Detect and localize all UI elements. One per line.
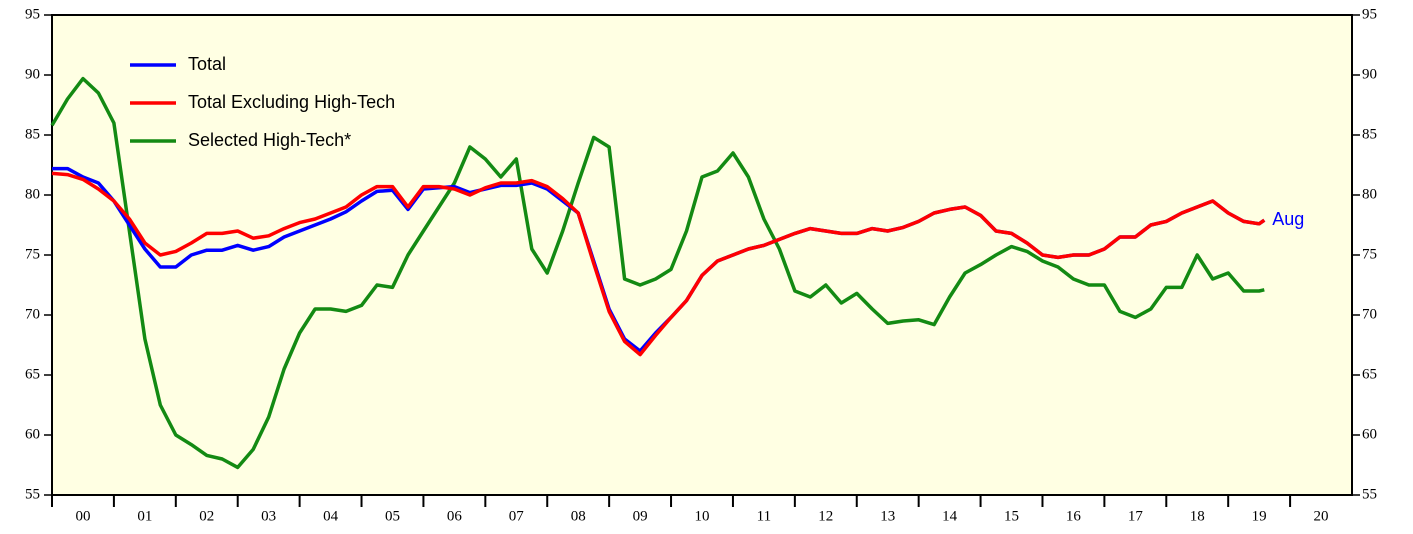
y-tick-label: 55 (25, 486, 40, 502)
y2-tick-label: 65 (1362, 366, 1377, 382)
y2-tick-label: 90 (1362, 66, 1377, 82)
y-tick-label: 60 (25, 426, 40, 442)
x-tick-label: 14 (942, 508, 958, 524)
x-tick-label: 05 (385, 508, 400, 524)
x-tick-label: 07 (509, 508, 525, 524)
x-tick-label: 17 (1128, 508, 1144, 524)
x-tick-label: 19 (1252, 508, 1267, 524)
y-tick-label: 65 (25, 366, 40, 382)
x-tick-label: 20 (1314, 508, 1329, 524)
x-tick-label: 04 (323, 508, 339, 524)
y-tick-label: 90 (25, 66, 40, 82)
x-tick-label: 13 (880, 508, 895, 524)
y-tick-label: 95 (25, 6, 40, 22)
x-tick-label: 08 (571, 508, 586, 524)
x-tick-label: 12 (818, 508, 833, 524)
x-tick-label: 01 (137, 508, 152, 524)
x-tick-label: 16 (1066, 508, 1082, 524)
x-tick-label: 10 (695, 508, 710, 524)
y2-tick-label: 60 (1362, 426, 1377, 442)
y-tick-label: 80 (25, 186, 40, 202)
y2-tick-label: 80 (1362, 186, 1377, 202)
x-tick-label: 02 (199, 508, 214, 524)
y2-tick-label: 75 (1362, 246, 1377, 262)
x-tick-label: 11 (757, 508, 771, 524)
x-tick-label: 09 (633, 508, 648, 524)
x-tick-label: 15 (1004, 508, 1019, 524)
y2-tick-label: 85 (1362, 126, 1377, 142)
x-tick-label: 00 (75, 508, 90, 524)
series-line (51, 171, 1266, 357)
x-tick-label: 06 (447, 508, 463, 524)
y-tick-label: 75 (25, 246, 40, 262)
y2-tick-label: 55 (1362, 486, 1377, 502)
x-tick-label: 03 (261, 508, 276, 524)
series-line (50, 76, 1265, 470)
plot-background (51, 14, 1353, 496)
x-tick-label: 18 (1190, 508, 1205, 524)
y2-tick-label: 70 (1362, 306, 1377, 322)
legend-label: Selected High-Tech* (188, 130, 351, 150)
annotation: Aug (1272, 209, 1304, 229)
y-tick-label: 70 (25, 306, 40, 322)
legend-label: Total Excluding High-Tech (188, 92, 395, 112)
y-tick-label: 85 (25, 126, 40, 142)
y2-tick-label: 95 (1362, 6, 1377, 22)
legend-label: Total (188, 54, 226, 74)
